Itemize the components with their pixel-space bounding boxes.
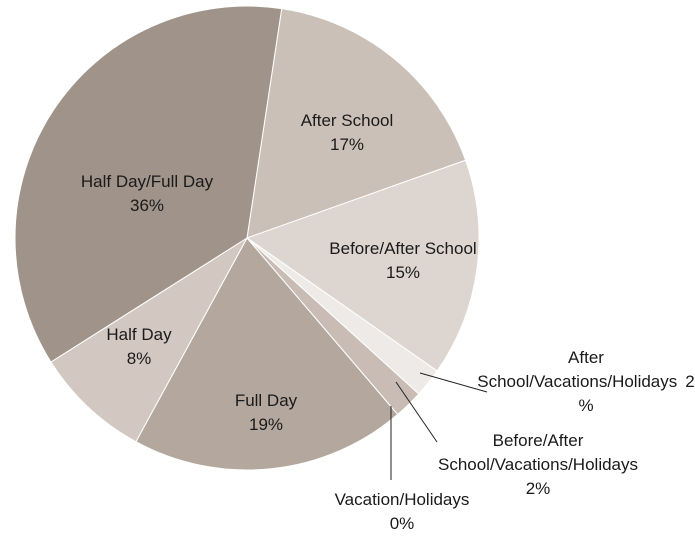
leader-line: [395, 381, 438, 443]
slice: [246, 8, 467, 239]
category: Half Day/Full Day: [80, 172, 214, 191]
slice-label: Half Day/Full Day 36%: [47, 170, 247, 218]
slice-label: After School/Vacations/Holidays 2%: [471, 346, 695, 418]
slice: [14, 5, 283, 363]
percent: 2%: [578, 372, 695, 415]
percent: 0%: [389, 514, 415, 533]
percent: 19%: [248, 415, 284, 434]
category: Vacation/Holidays: [334, 490, 470, 509]
percent: 2%: [525, 479, 551, 498]
category: Half Day: [106, 325, 172, 344]
slice: [50, 236, 249, 443]
percent: 36%: [129, 196, 165, 215]
percent: 17%: [329, 135, 365, 154]
slice-label: Half Day 8%: [79, 323, 199, 371]
percent: 8%: [126, 349, 152, 368]
category: After School/Vacations/Holidays: [477, 348, 678, 391]
leader-line: [419, 372, 488, 393]
category: After School: [300, 111, 394, 130]
slice-label: Before/After School/Vacations/Holidays 2%: [423, 429, 653, 501]
slice-label: Before/After School 15%: [293, 237, 513, 285]
leader-lines: [390, 372, 488, 480]
percent: 15%: [385, 263, 421, 282]
category: Before/After School: [329, 239, 477, 258]
slice-label: After School 17%: [257, 109, 437, 157]
slice: [135, 237, 399, 471]
slice: [245, 159, 480, 372]
category: Before/After School/Vacations/Holidays: [437, 431, 638, 474]
category: Full Day: [234, 391, 298, 410]
slice-label: Full Day 19%: [206, 389, 326, 437]
slice-label: Vacation/Holidays 0%: [302, 488, 502, 536]
